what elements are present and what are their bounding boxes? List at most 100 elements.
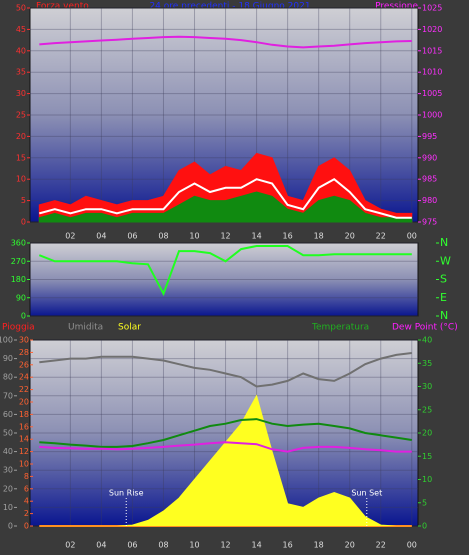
x-tick-label: 22 [376,541,386,550]
tick-label: 20 [16,132,26,141]
tick-label: N [440,236,448,249]
x-tick-label: 02 [65,541,75,550]
tick-label: 30 [3,466,13,475]
series-name: Temperatura [311,323,369,333]
x-tick-label: 04 [96,232,106,241]
series-name: Pioggia [2,323,35,333]
x-tick-label: 10 [189,541,199,550]
tick-label: 50 [3,429,13,438]
line [38,245,412,297]
tick-label: 20 [19,398,29,407]
x-tick-label: 12 [220,232,230,241]
line [39,35,412,49]
tick-label: S [440,273,447,286]
tick-label: W [440,254,451,267]
series-name: Pressione [375,2,418,12]
tick-label: 25 [16,111,26,120]
tick-label: 990 [422,153,437,162]
tick-label: 980 [422,196,437,205]
tick-label: 35 [422,359,432,368]
tick-label: 10 [16,175,26,184]
tick-label: 0 [21,312,26,321]
tick-label: 25 [422,405,432,414]
tick-label: 100 [0,336,13,345]
line [39,177,412,219]
tick-label: 15 [16,153,26,162]
tick-label: 180 [11,275,26,284]
tick-label: 0 [24,522,29,531]
tick-label: 18 [19,410,29,419]
tick-label: 70 [3,391,13,400]
area [39,394,412,527]
tick-label: 0 [21,218,26,227]
line [39,441,412,453]
x-tick-label: 08 [158,232,168,241]
tick-label: E [440,291,447,304]
series-name: Dew Point (°C) [392,323,458,333]
x-tick-label: 18 [314,541,324,550]
tick-label: 10 [422,475,432,484]
tick-label: N [440,309,448,322]
tick-label: 270 [11,257,26,266]
x-tick-label: 04 [96,541,106,550]
tick-label: 1000 [422,111,442,120]
tick-label: 28 [19,348,29,357]
area [38,191,413,223]
tick-label: 50 [16,4,26,13]
series-name: Forza vento [36,2,89,12]
tick-label: 10 [19,460,29,469]
tick-label: 22 [19,385,29,394]
x-tick-label: 16 [283,541,293,550]
tick-label: 1005 [422,89,442,98]
x-tick-label: 18 [314,232,324,241]
line [39,418,412,448]
x-tick-label: 00 [407,232,417,241]
tick-label: 26 [19,360,29,369]
x-tick-label: 14 [251,232,261,241]
tick-label: 0 [422,522,427,531]
series-name: Solar [118,323,141,333]
x-tick-label: 10 [189,232,199,241]
x-tick-label: 16 [283,232,293,241]
tick-label: 16 [19,422,29,431]
x-tick-label: 14 [251,541,261,550]
chart-title: 24 ore precedenti - 18 Giugno 2021 [149,2,310,12]
x-tick-label: 08 [158,541,168,550]
x-tick-label: 00 [407,541,417,550]
tick-label: 10 [3,503,13,512]
tick-label: 40 [422,336,432,345]
annotation: Sun Rise [109,489,144,498]
tick-label: 20 [422,429,432,438]
tick-label: 30 [16,89,26,98]
tick-label: 80 [3,373,13,382]
tick-label: 60 [3,410,13,419]
tick-label: 4 [24,497,29,506]
tick-label: 995 [422,132,437,141]
annotation: Sun Set [351,489,382,498]
tick-label: 24 [19,373,29,382]
x-tick-label: 02 [65,232,75,241]
tick-label: 90 [16,293,26,302]
series-name: Umidita [68,323,103,333]
tick-label: 1010 [422,68,442,77]
x-tick-label: 22 [376,232,386,241]
tick-label: 20 [3,484,13,493]
tick-label: 360 [11,239,26,248]
tick-label: 975 [422,218,437,227]
tick-label: 14 [19,435,29,444]
tick-label: 15 [422,452,432,461]
tick-label: 35 [16,68,26,77]
tick-label: 1025 [422,4,442,13]
tick-label: 8 [24,472,29,481]
line [39,352,412,388]
tick-label: 45 [16,25,26,34]
tick-label: 5 [422,498,427,507]
x-tick-label: 12 [220,541,230,550]
tick-label: 2 [24,509,29,518]
tick-label: 30 [19,336,29,345]
tick-label: 985 [422,175,437,184]
tick-label: 1015 [422,46,442,55]
